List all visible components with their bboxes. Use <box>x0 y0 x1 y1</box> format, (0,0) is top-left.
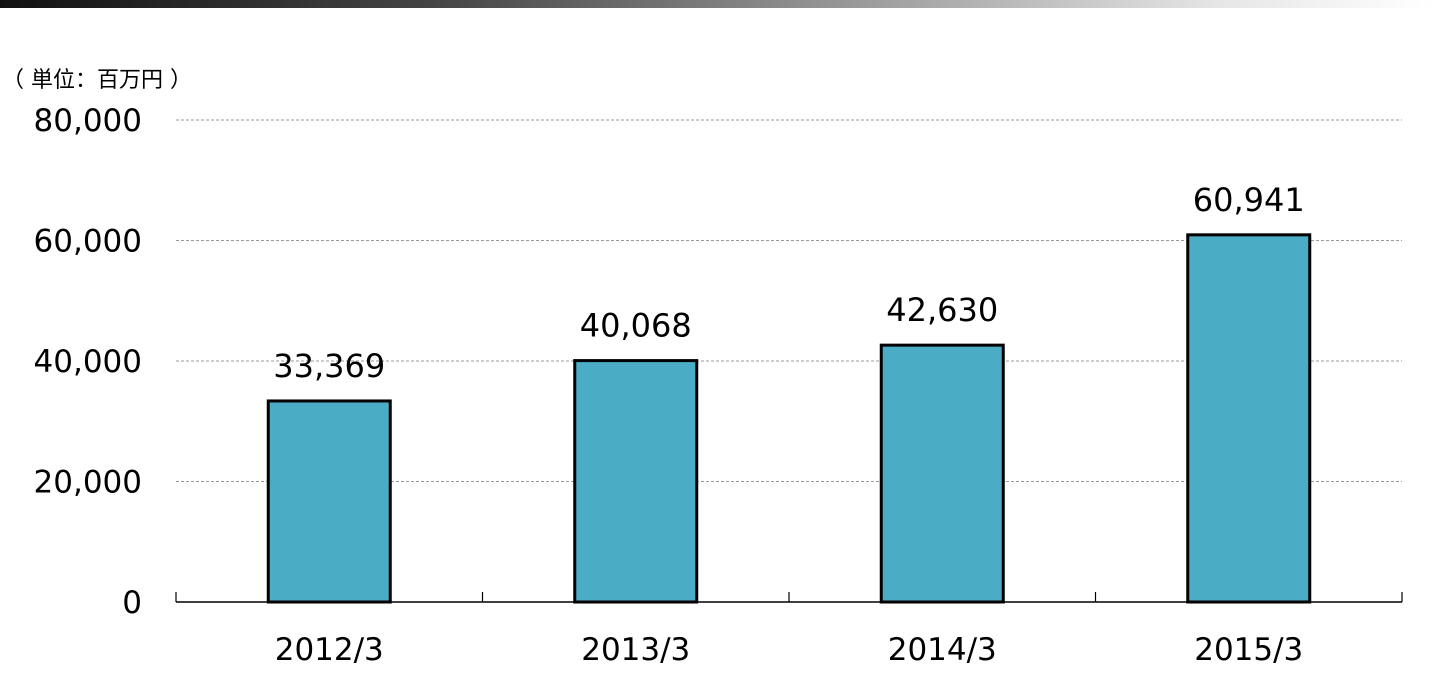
bar <box>879 343 1005 604</box>
unit-label: （ 単位：百万円 ） <box>2 68 192 93</box>
y-tick-label: 80,000 <box>34 103 142 139</box>
bar <box>1186 233 1312 604</box>
data-label: 33,369 <box>273 347 385 385</box>
y-tick-label: 20,000 <box>34 465 142 501</box>
data-label: 40,068 <box>580 307 692 345</box>
x-tick-label: 2014/3 <box>888 632 997 668</box>
data-label: 60,941 <box>1193 181 1305 219</box>
y-tick-label: 40,000 <box>34 344 142 380</box>
x-tick-label: 2012/3 <box>275 632 384 668</box>
bar <box>573 359 699 604</box>
x-tick-label: 2013/3 <box>581 632 690 668</box>
y-tick-label: 0 <box>122 585 142 621</box>
y-tick-label: 60,000 <box>34 224 142 260</box>
x-tick-label: 2015/3 <box>1194 632 1303 668</box>
header-gradient-bar <box>0 0 1434 8</box>
data-label: 42,630 <box>886 291 998 329</box>
bar <box>266 399 392 604</box>
